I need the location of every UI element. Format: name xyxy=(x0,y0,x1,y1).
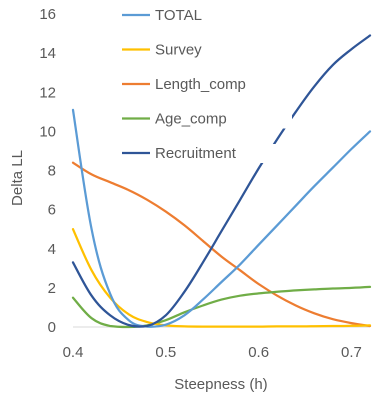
y-axis-title: Delta LL xyxy=(9,150,26,206)
y-tick-label: 0 xyxy=(48,319,56,336)
y-tick-label: 16 xyxy=(39,6,56,23)
x-tick-label: 0.4 xyxy=(63,344,84,361)
legend-label-length-comp: Length_comp xyxy=(155,76,246,93)
series-line-survey xyxy=(71,228,372,328)
series-line-length-comp xyxy=(71,161,372,328)
legend-backdrop xyxy=(120,6,292,25)
y-tick-label: 8 xyxy=(48,163,56,180)
series-line-age-comp xyxy=(71,285,372,329)
y-tick-label: 4 xyxy=(48,241,56,258)
y-tick-label: 10 xyxy=(39,123,56,140)
legend-layer: TOTAL Survey Length_comp Age_comp Recruitmen… xyxy=(120,6,292,163)
y-tick-label: 12 xyxy=(39,84,56,101)
x-tick-label: 0.7 xyxy=(341,344,362,361)
legend-backdrop xyxy=(120,40,292,60)
legend-label-total: TOTAL xyxy=(155,7,202,24)
legend-backdrop xyxy=(120,109,292,129)
x-axis-title: Steepness (h) xyxy=(174,376,267,393)
series-line-recruitment xyxy=(71,34,372,328)
legend-backdrop xyxy=(120,75,292,94)
x-tick-label: 0.6 xyxy=(248,344,269,361)
legend-backdrop xyxy=(120,144,292,163)
y-tick-label: 6 xyxy=(48,202,56,219)
series-layer xyxy=(71,34,372,329)
x-tick-label: 0.5 xyxy=(155,344,176,361)
legend-label-survey: Survey xyxy=(155,42,202,59)
legend-label-age-comp: Age_comp xyxy=(155,111,227,128)
y-tick-label: 2 xyxy=(48,280,56,297)
series-line-total xyxy=(71,108,372,328)
y-tick-label: 14 xyxy=(39,45,56,62)
legend-label-recruitment: Recruitment xyxy=(155,145,237,162)
axes-layer: 0 2 4 6 8 10 12 14 16 0.4 0.5 0.6 0.7 xyxy=(39,6,370,361)
